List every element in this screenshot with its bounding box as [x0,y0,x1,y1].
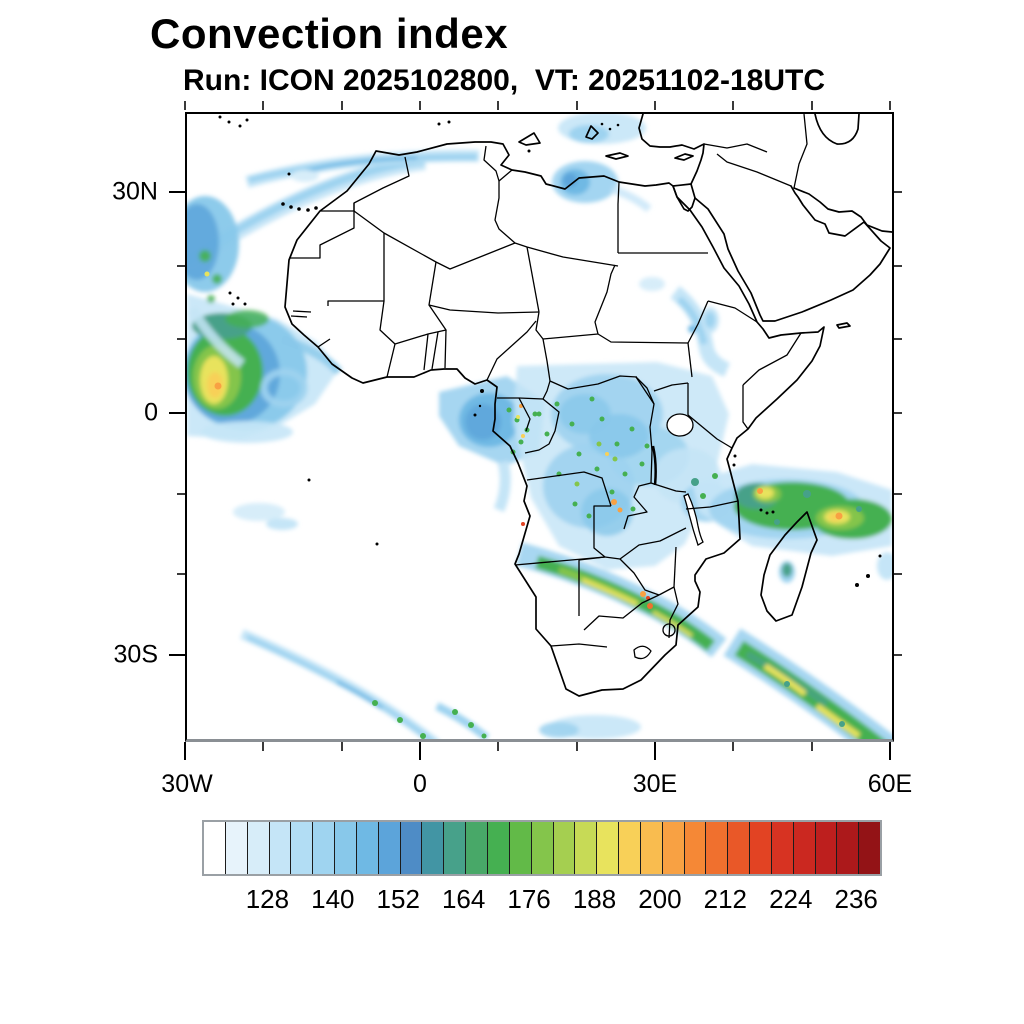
colorbar-cell [487,822,510,874]
x-major-tick [889,742,892,760]
colorbar-cell [728,822,751,874]
colorbar-cell [269,822,292,874]
colorbar-cell [706,822,729,874]
colorbar-cell [815,822,838,874]
colorbar-cell [531,822,554,874]
lakes-group [651,413,704,546]
colorbar-cell [444,822,467,874]
y-right-tick [894,265,902,267]
y-major-tick [169,412,185,415]
x-axis-label: 0 [413,770,427,798]
lake-tanganyika [651,445,657,486]
y-right-tick [894,191,902,193]
convection-shading-group [187,114,892,739]
x-axis-label: 60E [867,770,913,798]
colorbar-cell [640,822,663,874]
x-top-tick [654,101,656,110]
colorbar-cell [466,822,488,874]
colorbar-cell [575,822,598,874]
colorbar-cell [225,822,248,874]
y-minor-tick [177,493,185,495]
colorbar-tick-label: 164 [441,884,486,914]
colorbar-cell [247,822,270,874]
y-axis-label: 30N [112,177,158,206]
colorbar-cell [356,822,379,874]
africa-map-svg [187,114,892,739]
colorbar-cell [509,822,532,874]
x-top-tick [889,101,891,110]
colorbar-cell [750,822,772,874]
y-right-tick [894,493,902,495]
colorbar-cell [422,822,445,874]
colorbar-tick-label: 224 [769,884,813,914]
y-minor-tick [177,573,185,575]
y-right-tick [894,412,902,414]
y-right-tick [894,654,902,656]
x-minor-tick [576,742,578,751]
x-major-tick [419,742,422,760]
y-right-tick [894,573,902,575]
y-minor-tick [177,265,185,267]
x-top-tick [811,101,813,110]
x-minor-tick [497,742,499,751]
x-major-tick [654,742,657,760]
colorbar-tick-label: 152 [376,884,420,914]
colorbar-tick-label: 200 [638,884,682,914]
x-major-tick [184,742,187,760]
colorbar-cell [313,822,336,874]
x-top-tick [419,101,421,110]
y-axis-label: 0 [144,398,158,427]
colorbar-cell [859,822,881,874]
x-top-tick [262,101,264,110]
y-major-tick [169,191,185,194]
borders-group [289,114,808,660]
colorbar-tick-label: 128 [245,884,290,914]
colorbar-cell [291,822,314,874]
x-top-tick [576,101,578,110]
lake-victoria [666,413,694,437]
colorbar-cell [597,822,620,874]
lake-malawi [683,493,704,546]
run-info: Run: ICON 2025102800, VT: 20251102-18UTC [183,64,825,97]
islands-group [218,115,882,587]
colorbar-tick-label: 188 [572,884,617,914]
colorbar-cell [662,822,685,874]
x-top-tick [341,101,343,110]
colorbar-tick-label: 176 [507,884,551,914]
colorbar-cell [204,822,226,874]
colorbar-tick-label: 212 [703,884,748,914]
page-title: Convection index [150,10,509,57]
colorbar [202,820,882,876]
x-minor-tick [341,742,343,751]
colorbar-tick-label: 140 [311,884,355,914]
x-minor-tick [811,742,813,751]
y-major-tick [169,654,185,657]
map-plot [185,112,894,742]
y-right-tick [894,338,902,340]
y-axis-label: 30S [113,640,158,669]
x-top-tick [497,101,499,110]
colorbar-cell [378,822,401,874]
colorbar-cell [400,822,423,874]
x-axis-label: 30E [632,770,678,798]
colorbar-cell [619,822,641,874]
convection-specks-group [204,271,862,739]
x-top-tick [184,101,186,110]
colorbar-cell [553,822,576,874]
colorbar-cell [771,822,794,874]
x-minor-tick [262,742,264,751]
colorbar-cell [335,822,357,874]
x-top-tick [732,101,734,110]
x-minor-tick [732,742,734,751]
colorbar-cell [837,822,860,874]
colorbar-cell [793,822,816,874]
colorbar-cell [684,822,707,874]
x-axis-label: 30W [161,770,213,798]
colorbar-tick-label: 236 [834,884,878,914]
y-minor-tick [177,338,185,340]
